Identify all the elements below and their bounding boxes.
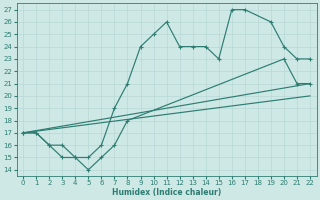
- X-axis label: Humidex (Indice chaleur): Humidex (Indice chaleur): [112, 188, 221, 197]
